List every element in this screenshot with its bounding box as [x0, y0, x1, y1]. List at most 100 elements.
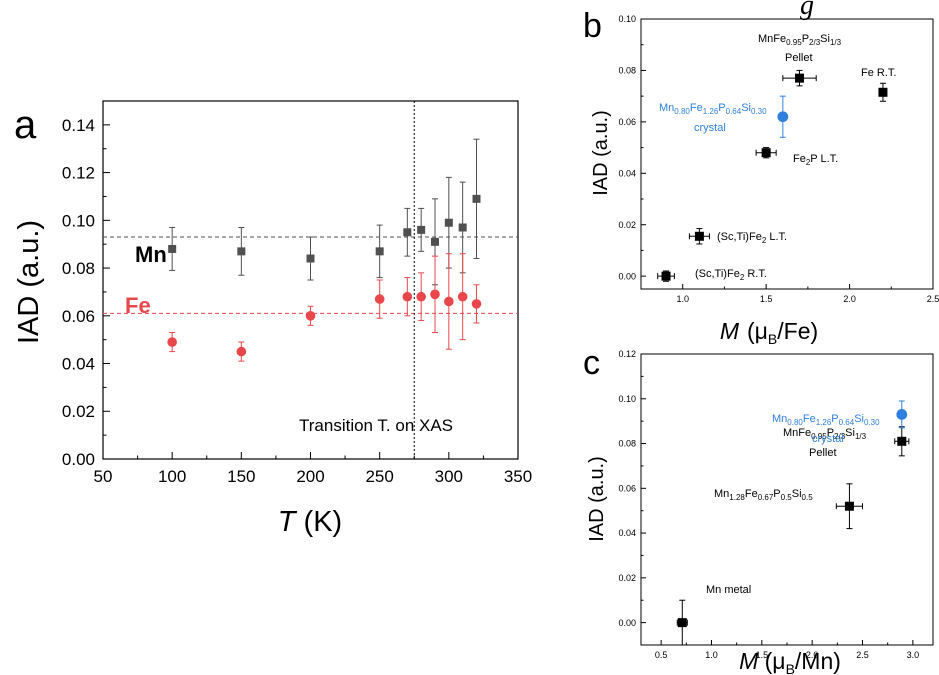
data-point-circle	[471, 299, 482, 309]
panel-c-label: c	[583, 344, 600, 382]
data-point-square	[472, 194, 481, 203]
panel-c-x-axis-unit-pre: (μ	[758, 648, 785, 674]
data-point-square	[375, 247, 384, 256]
header-fragment: g	[800, 0, 814, 21]
y-tick-label: 0.10	[618, 394, 636, 404]
data-point-circle	[374, 294, 385, 304]
x-tick-label: 250	[365, 467, 393, 486]
label-mnfe-pellet-c: Pellet	[809, 447, 837, 459]
x-tick-label: 150	[227, 467, 255, 486]
data-point-square	[761, 148, 771, 158]
y-tick-label: 0.06	[618, 483, 636, 493]
panel-c-marks	[676, 400, 910, 646]
data-point-square	[431, 237, 439, 246]
x-tick-label: 1.5	[760, 294, 773, 304]
panel-b-marks	[657, 69, 888, 282]
label-fe-rt: Fe R.T.	[861, 67, 896, 79]
y-tick-label: 0.14	[62, 116, 95, 135]
data-point-circle	[444, 296, 454, 307]
data-point-square	[306, 254, 315, 263]
panel-b: b 1.0 1.5 2.0 2.5 0.00 0.02 0.04 0.06 0.08 0.10 I…	[583, 7, 939, 347]
panel-b-x-axis-unit-pre: (μ	[747, 318, 768, 344]
data-point-square	[237, 247, 246, 256]
y-tick-label: 0.10	[62, 211, 95, 230]
label-mnfe-formula: MnFe0.95P2/3Si1/3	[758, 33, 842, 47]
y-tick-label: 0.00	[618, 271, 636, 281]
y-tick-label: 0.06	[618, 117, 636, 127]
label-sc-ti-fe2-rt: (Sc,Ti)Fe2 R.T.	[695, 268, 767, 282]
panel-b-x-axis-unit-post: /Fe)	[777, 318, 818, 344]
data-point-circle	[305, 311, 316, 321]
data-point-circle	[416, 291, 426, 302]
panel-c-x-axis-unit-sub: B	[786, 661, 795, 675]
x-tick-label: 50	[94, 467, 113, 486]
panel-c: c 0.5 1.0 1.5 2.0 2.5 3.0 0.00 0.02 0.04 0.06 0.08…	[583, 344, 934, 675]
data-point-square	[677, 618, 687, 628]
y-tick-label: 0.00	[618, 618, 636, 628]
label-mnfe-formula-c: MnFe0.95P2/3Si1/3	[783, 427, 867, 441]
data-point-square	[458, 223, 467, 232]
label-mn-crystal-c: crystal	[812, 433, 844, 445]
y-tick-label: 0.10	[618, 14, 636, 24]
y-tick-label: 0.12	[62, 164, 95, 183]
y-tick-label: 0.04	[62, 354, 95, 373]
panel-b-frame	[640, 18, 934, 290]
label-mnfe-pellet: Pellet	[785, 52, 813, 64]
panel-b-x-axis-unit-sub: B	[768, 331, 777, 347]
x-tick-label: 100	[158, 467, 186, 486]
panel-c-x-axis-label: M (μB/Mn)	[739, 648, 841, 675]
panel-a-label: a	[14, 103, 37, 147]
y-tick-label: 0.00	[62, 450, 95, 469]
panel-a-ticks: 50 100 150 200 250 300 350 0.00 0.02 0.04 0.06 0.08…	[62, 116, 532, 486]
data-point-circle	[777, 111, 789, 123]
data-point-circle	[402, 291, 413, 302]
data-point-square	[878, 87, 888, 97]
data-point-circle	[167, 337, 177, 347]
panel-a-x-axis-unit: (K)	[296, 506, 343, 538]
panel-a-x-axis-symbol: T	[278, 506, 298, 538]
y-tick-label: 0.02	[618, 573, 636, 583]
panel-a-marks	[167, 138, 482, 362]
data-point-circle	[236, 346, 247, 357]
x-tick-label: 1.0	[676, 294, 689, 304]
x-tick-label: 2.5	[856, 650, 869, 660]
data-point-circle	[430, 289, 440, 300]
label-mn-metal: Mn metal	[706, 584, 751, 596]
x-tick-label: 3.0	[907, 650, 920, 660]
y-tick-label: 0.04	[618, 168, 636, 178]
x-tick-label: 300	[435, 467, 463, 486]
y-tick-label: 0.06	[62, 307, 95, 326]
data-point-square	[694, 231, 704, 241]
panel-a: a 50 100 150 200 250 300 350 0.00 0.02 0.04 0.06 0.…	[13, 100, 532, 538]
y-tick-label: 0.02	[62, 402, 95, 421]
panel-c-x-axis-unit-post: /Mn)	[795, 648, 841, 674]
transition-annotation: Transition T. on XAS	[299, 416, 453, 435]
y-tick-label: 0.04	[618, 528, 636, 538]
data-point-circle	[457, 291, 468, 302]
panel-b-x-axis-label: M (μB/Fe)	[720, 318, 818, 347]
x-tick-label: 2.0	[806, 650, 819, 660]
data-point-square	[417, 225, 426, 234]
x-tick-label: 1.5	[756, 650, 769, 660]
x-tick-label: 2.0	[843, 294, 856, 304]
y-tick-label: 0.08	[618, 66, 636, 76]
data-point-square	[795, 73, 805, 83]
label-fe2p-lt: Fe2P L.T.	[793, 153, 838, 167]
panel-b-y-axis-label: IAD (a.u.)	[590, 110, 612, 196]
data-point-square	[403, 228, 412, 237]
panel-b-ticks: 1.0 1.5 2.0 2.5 0.00 0.02 0.04 0.06 0.08 0.10	[618, 14, 939, 304]
x-tick-label: 1.0	[705, 650, 718, 660]
x-tick-label: 2.5	[927, 294, 939, 304]
x-tick-label: 0.5	[655, 650, 668, 660]
x-tick-label: 350	[504, 467, 532, 486]
data-point-square	[844, 501, 854, 511]
data-point-square	[661, 271, 671, 281]
panel-c-x-axis-symbol: M	[739, 648, 759, 674]
data-point-circle	[896, 409, 908, 420]
panel-c-ticks: 0.5 1.0 1.5 2.0 2.5 3.0 0.00 0.02 0.04 0.06 0.08 0.…	[618, 349, 919, 660]
y-tick-label: 0.12	[618, 349, 636, 359]
data-point-square	[168, 244, 177, 253]
series-label-fe: Fe	[125, 293, 151, 318]
y-tick-label: 0.02	[618, 220, 636, 230]
